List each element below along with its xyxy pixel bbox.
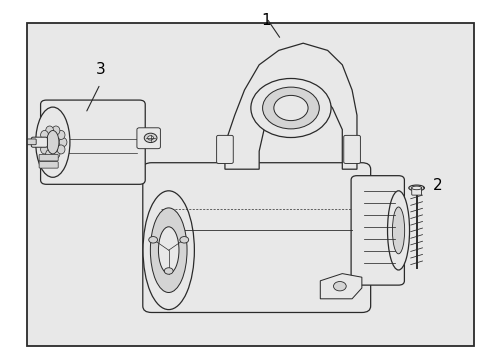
Ellipse shape xyxy=(52,126,60,135)
FancyBboxPatch shape xyxy=(137,128,160,149)
Ellipse shape xyxy=(150,208,186,292)
Ellipse shape xyxy=(386,191,408,270)
Text: 3: 3 xyxy=(95,62,105,77)
Ellipse shape xyxy=(41,145,48,154)
Circle shape xyxy=(262,87,319,129)
Ellipse shape xyxy=(408,185,424,191)
Ellipse shape xyxy=(47,131,59,154)
Circle shape xyxy=(273,95,307,121)
Ellipse shape xyxy=(57,145,65,154)
Ellipse shape xyxy=(39,138,46,147)
FancyBboxPatch shape xyxy=(39,162,58,168)
Ellipse shape xyxy=(158,227,179,274)
Circle shape xyxy=(250,78,330,138)
FancyBboxPatch shape xyxy=(216,135,233,163)
Circle shape xyxy=(148,237,157,243)
Circle shape xyxy=(147,136,153,140)
Ellipse shape xyxy=(46,149,54,158)
FancyBboxPatch shape xyxy=(39,154,58,161)
Circle shape xyxy=(144,133,157,143)
Circle shape xyxy=(180,237,188,243)
Ellipse shape xyxy=(36,107,70,177)
FancyBboxPatch shape xyxy=(31,137,47,147)
Text: 2: 2 xyxy=(432,178,442,193)
Ellipse shape xyxy=(52,149,60,158)
FancyBboxPatch shape xyxy=(350,176,404,285)
Ellipse shape xyxy=(57,130,65,139)
FancyBboxPatch shape xyxy=(41,100,145,184)
Circle shape xyxy=(164,268,173,274)
Ellipse shape xyxy=(59,138,67,147)
FancyBboxPatch shape xyxy=(27,139,36,145)
Ellipse shape xyxy=(46,126,54,135)
Polygon shape xyxy=(224,43,356,169)
Ellipse shape xyxy=(41,130,48,139)
Text: 1: 1 xyxy=(261,13,271,28)
FancyBboxPatch shape xyxy=(343,135,360,163)
Ellipse shape xyxy=(142,191,194,310)
FancyBboxPatch shape xyxy=(142,163,370,312)
Circle shape xyxy=(333,282,346,291)
Bar xyxy=(27,23,473,346)
FancyBboxPatch shape xyxy=(411,187,421,195)
Ellipse shape xyxy=(411,186,421,190)
Polygon shape xyxy=(320,274,361,299)
Ellipse shape xyxy=(391,207,404,254)
